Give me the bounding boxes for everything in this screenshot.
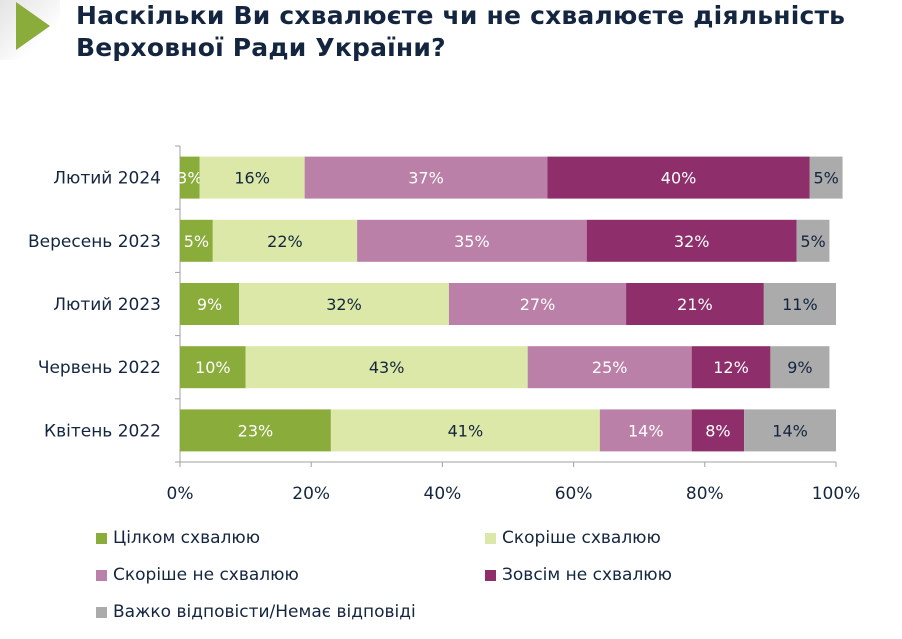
bar-segment <box>239 283 449 325</box>
bar-segment <box>744 409 836 452</box>
data-label: 21% <box>677 295 713 314</box>
title-arrow-icon <box>16 2 50 50</box>
data-label: 16% <box>234 169 270 188</box>
x-tick-label: 20% <box>292 484 330 504</box>
title-line-2: Верховної Ради України? <box>76 33 446 62</box>
bar-segment <box>770 346 830 389</box>
bar-segment <box>199 156 305 199</box>
data-label: 14% <box>628 421 664 440</box>
legend-swatch <box>96 532 107 544</box>
data-label: 3% <box>177 169 202 188</box>
bar-segment <box>304 156 548 199</box>
legend-item-rather-disapprove: Скоріше не схвалюю <box>96 565 299 585</box>
x-tick-label: 60% <box>555 484 593 504</box>
category-label: Квітень 2022 <box>44 421 161 441</box>
bar-segment <box>245 346 528 389</box>
data-label: 23% <box>238 421 274 440</box>
stacked-bar-chart: 0% 20% 40% 60% 80% 100% Лютий 2024 3% 16% 37% 40% 5… <box>28 145 861 504</box>
legend-swatch <box>96 606 107 618</box>
data-label: 27% <box>520 295 556 314</box>
bar-segment <box>796 219 830 262</box>
x-tick-label: 80% <box>686 484 724 504</box>
bar-segment <box>547 156 810 199</box>
bar-segment <box>180 346 246 389</box>
x-tick-label: 0% <box>167 484 194 504</box>
legend-swatch <box>485 569 496 581</box>
data-label: 40% <box>661 169 697 188</box>
data-label: 10% <box>195 358 231 377</box>
legend-label: Зовсім не схвалюю <box>502 565 672 585</box>
legend-item-rather-approve: Скоріше схвалюю <box>485 528 661 548</box>
category-label: Вересень 2023 <box>28 232 161 252</box>
data-label: 32% <box>326 295 362 314</box>
data-label: 22% <box>267 232 303 251</box>
bar-segment <box>691 409 745 452</box>
data-label: 41% <box>448 421 484 440</box>
legend-label: Важко відповісти/Немає відповіді <box>113 602 416 622</box>
bar-segment <box>448 283 627 325</box>
legend-item-fully-approve: Цілком схвалюю <box>96 528 260 548</box>
data-label: 32% <box>674 232 710 251</box>
legend-label: Цілком схвалюю <box>113 528 261 548</box>
legend-label: Скоріше не схвалюю <box>113 565 299 585</box>
x-tick-label: 100% <box>812 484 861 504</box>
legend-swatch <box>96 569 107 581</box>
data-label: 37% <box>408 169 444 188</box>
bar-segment <box>330 409 600 452</box>
data-label: 11% <box>782 295 818 314</box>
legend-item-hard-to-say: Важко відповісти/Немає відповіді <box>96 602 416 622</box>
bar-segment <box>527 346 692 389</box>
category-label: Червень 2022 <box>38 358 161 378</box>
bar-segment <box>180 156 200 199</box>
data-label: 9% <box>197 295 222 314</box>
data-label: 5% <box>184 232 209 251</box>
x-tick-label: 40% <box>424 484 462 504</box>
bar-segment <box>180 283 240 325</box>
data-label: 8% <box>705 421 730 440</box>
data-label: 43% <box>369 358 405 377</box>
bar-segment <box>586 219 797 262</box>
bar-segment <box>809 156 843 199</box>
bar-segment <box>180 219 213 262</box>
category-label: Лютий 2023 <box>53 295 161 315</box>
legend-item-completely-disapprove: Зовсім не схвалюю <box>485 565 672 585</box>
data-label: 9% <box>787 358 812 377</box>
bar-segment <box>212 219 358 262</box>
data-label: 25% <box>592 358 628 377</box>
page-title: Наскільки Ви схвалюєте чи не схвалюєте д… <box>76 0 876 64</box>
bar-segment <box>357 219 587 262</box>
data-label: 14% <box>772 421 808 440</box>
data-label: 12% <box>713 358 749 377</box>
data-label: 35% <box>454 232 490 251</box>
category-label: Лютий 2024 <box>53 169 161 189</box>
bar-segment <box>691 346 771 389</box>
bar-segment <box>599 409 692 452</box>
data-label: 5% <box>813 169 838 188</box>
legend-swatch <box>485 532 496 544</box>
bar-segment <box>626 283 764 325</box>
legend-label: Скоріше схвалюю <box>502 528 661 548</box>
data-label: 5% <box>800 232 825 251</box>
title-line-1: Наскільки Ви схвалюєте чи не схвалюєте д… <box>76 1 846 30</box>
bar-segment <box>180 409 331 452</box>
bar-segment <box>763 283 836 325</box>
